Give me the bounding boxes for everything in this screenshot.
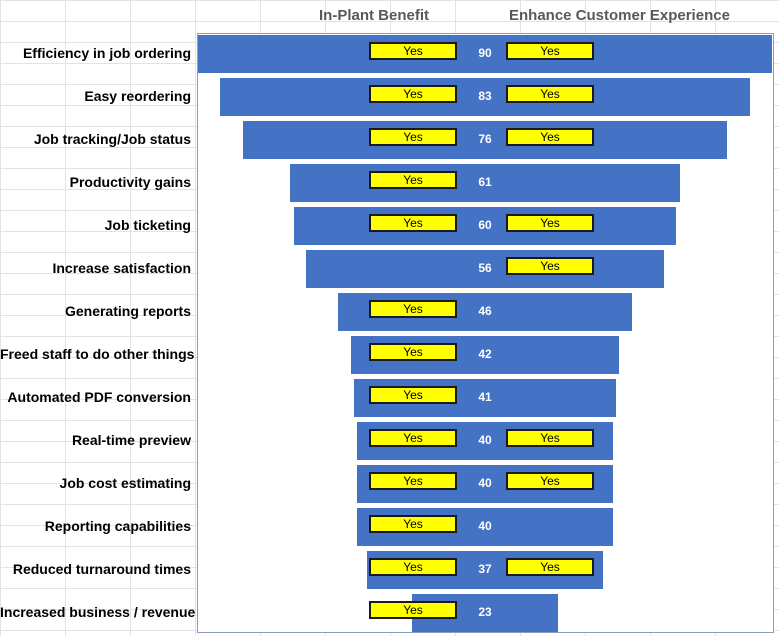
- in-plant-yes-flag: Yes: [369, 171, 457, 189]
- row-label: Automated PDF conversion: [7, 389, 191, 405]
- bar-value-label: 23: [478, 605, 492, 619]
- in-plant-yes-flag: Yes: [369, 558, 457, 576]
- in-plant-yes-flag: Yes: [369, 85, 457, 103]
- in-plant-yes-flag: Yes: [369, 214, 457, 232]
- header-in-plant-benefit: In-Plant Benefit: [319, 7, 430, 24]
- in-plant-yes-flag: Yes: [369, 472, 457, 490]
- bar-value-label: 90: [478, 46, 492, 60]
- bar-value-label: 83: [478, 89, 492, 103]
- row-label: Increased business / revenue: [0, 604, 196, 620]
- in-plant-yes-flag: Yes: [369, 429, 457, 447]
- bar-value-label: 76: [478, 132, 492, 146]
- customer-yes-flag: Yes: [506, 558, 594, 576]
- row-label: Productivity gains: [69, 174, 191, 190]
- bar-value-label: 61: [478, 175, 492, 189]
- funnel-bar: [293, 207, 677, 245]
- row-label: Real-time preview: [71, 432, 191, 448]
- row-label: Reduced turnaround times: [12, 561, 191, 577]
- funnel-bar: [198, 35, 772, 73]
- row-label: Generating reports: [64, 303, 191, 319]
- funnel-bar: [220, 78, 750, 116]
- in-plant-yes-flag: Yes: [369, 515, 457, 533]
- customer-yes-flag: Yes: [506, 429, 594, 447]
- in-plant-yes-flag: Yes: [369, 128, 457, 146]
- bar-value-label: 40: [478, 476, 492, 490]
- row-label: Freed staff to do other things: [0, 346, 195, 362]
- customer-yes-flag: Yes: [506, 128, 594, 146]
- bar-value-label: 56: [478, 261, 492, 275]
- in-plant-yes-flag: Yes: [369, 343, 457, 361]
- funnel-bar: [242, 121, 728, 159]
- bar-value-label: 37: [478, 562, 492, 576]
- bar-value-label: 42: [478, 347, 492, 361]
- customer-yes-flag: Yes: [506, 257, 594, 275]
- bar-value-label: 40: [478, 519, 492, 533]
- in-plant-yes-flag: Yes: [369, 386, 457, 404]
- in-plant-yes-flag: Yes: [369, 42, 457, 60]
- row-label: Easy reordering: [84, 88, 191, 104]
- in-plant-yes-flag: Yes: [369, 601, 457, 619]
- row-label: Reporting capabilities: [44, 518, 191, 534]
- row-label: Job cost estimating: [59, 475, 191, 491]
- in-plant-yes-flag: Yes: [369, 300, 457, 318]
- header-enhance-customer-experience: Enhance Customer Experience: [509, 7, 730, 24]
- bar-value-label: 60: [478, 218, 492, 232]
- customer-yes-flag: Yes: [506, 85, 594, 103]
- customer-yes-flag: Yes: [506, 42, 594, 60]
- customer-yes-flag: Yes: [506, 472, 594, 490]
- bar-value-label: 40: [478, 433, 492, 447]
- bar-value-label: 41: [478, 390, 492, 404]
- row-label: Efficiency in job ordering: [22, 45, 191, 61]
- row-label: Job ticketing: [104, 217, 191, 233]
- row-label: Job tracking/Job status: [33, 131, 191, 147]
- customer-yes-flag: Yes: [506, 214, 594, 232]
- bar-value-label: 46: [478, 304, 492, 318]
- row-label: Increase satisfaction: [52, 260, 191, 276]
- funnel-bar: [290, 164, 680, 202]
- funnel-bar: [306, 250, 664, 288]
